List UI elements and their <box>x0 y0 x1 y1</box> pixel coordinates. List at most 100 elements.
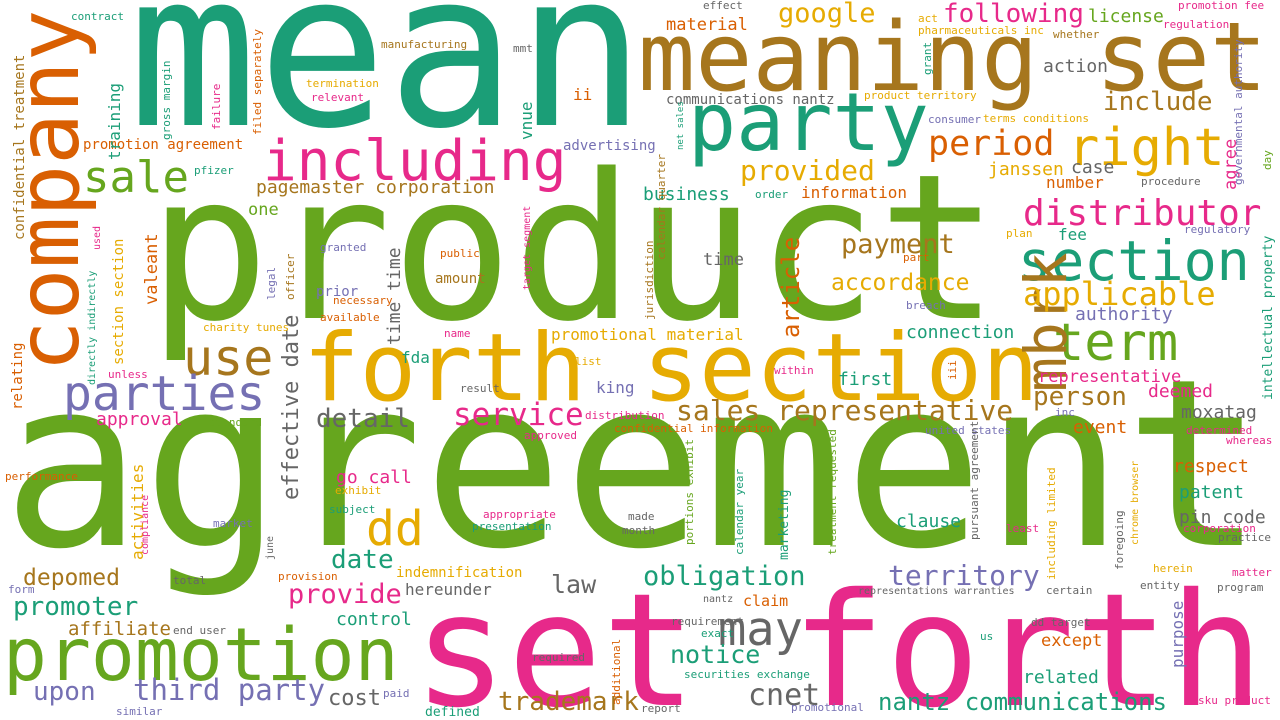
word: business <box>643 184 730 205</box>
word: standard <box>209 416 262 429</box>
word: foregoing <box>1113 510 1126 570</box>
word: representative <box>1038 367 1181 387</box>
word: june <box>265 536 276 560</box>
word: used <box>92 226 103 250</box>
word: procedure <box>1141 175 1201 188</box>
word: granted <box>320 241 366 254</box>
word: go call <box>336 467 412 488</box>
word: grant <box>921 42 934 75</box>
word: service <box>453 397 584 433</box>
word: dd target <box>1031 616 1091 629</box>
word: term <box>1053 313 1178 373</box>
word: related <box>1023 667 1099 688</box>
word: plan <box>1006 227 1033 240</box>
word: manufacturing <box>381 38 467 51</box>
word: least <box>1006 522 1039 535</box>
word: territory <box>888 559 1040 592</box>
word: dd <box>366 501 424 557</box>
word: moxatag <box>1181 402 1257 423</box>
word: name <box>444 327 471 340</box>
word: indemnification <box>396 565 522 581</box>
word: market <box>213 517 253 530</box>
word: obligation <box>643 561 806 592</box>
word: promoter <box>13 592 138 622</box>
word: charity tunes <box>203 321 289 334</box>
word: termination <box>306 77 379 90</box>
word: whether <box>1053 28 1100 41</box>
word: sku product <box>1198 694 1271 707</box>
word: terms conditions <box>983 112 1089 125</box>
word: promotional material <box>551 325 744 344</box>
word: pharmaceuticals inc <box>918 24 1044 37</box>
word: appropriate <box>483 508 556 521</box>
word: jurisdiction <box>643 241 656 320</box>
word: hereunder <box>405 580 492 599</box>
word: pin code <box>1179 507 1266 528</box>
word: failure <box>210 84 223 130</box>
word: confidential information <box>614 422 773 435</box>
word: training <box>105 83 124 160</box>
word: performance <box>5 470 78 483</box>
word: representations warranties <box>858 586 1015 597</box>
word: cnet <box>748 678 820 713</box>
word: pursuant agreement <box>968 421 981 540</box>
word: fda <box>401 348 430 367</box>
word: entity <box>1140 579 1180 592</box>
word: herein <box>1153 562 1193 575</box>
word: advertising <box>563 138 656 154</box>
word: including limited <box>1045 467 1058 580</box>
word: set forth <box>413 560 1264 720</box>
word: effect <box>703 0 743 12</box>
word: deemed <box>1148 381 1213 402</box>
word: nantz <box>703 594 733 605</box>
word: month <box>622 524 655 537</box>
word: google <box>778 0 876 29</box>
word: securities exchange <box>684 668 810 681</box>
word: license <box>1088 6 1164 27</box>
word: form <box>8 583 35 596</box>
word: exhibit <box>335 484 381 497</box>
word: net sales <box>676 101 686 150</box>
word: promotional <box>791 701 864 714</box>
word: provide <box>288 579 402 610</box>
word: fee <box>1058 225 1087 244</box>
word: provision <box>278 570 338 583</box>
word: gross margin <box>160 61 173 140</box>
word: approval <box>96 409 183 430</box>
word: party <box>688 76 929 169</box>
word: time <box>703 250 744 270</box>
word: number <box>1046 173 1104 192</box>
word: time time <box>384 247 405 345</box>
word: calendar year <box>733 469 746 555</box>
word: iii <box>946 360 959 380</box>
word: distributor <box>1023 193 1261 234</box>
word: matter <box>1232 566 1272 579</box>
word: accordance <box>831 270 969 296</box>
word: depomed <box>23 565 120 591</box>
word: governmental authority <box>1232 39 1245 185</box>
word: distribution <box>585 409 664 422</box>
word: treatment requested <box>826 429 839 555</box>
word: breach <box>906 299 946 312</box>
word: inc <box>1055 406 1075 419</box>
word: compliance <box>140 495 151 555</box>
word: regulation <box>1163 18 1229 31</box>
word: material <box>666 15 748 35</box>
word: vnue <box>517 101 536 140</box>
word: part <box>903 251 930 264</box>
word: right <box>1068 118 1225 178</box>
word: corporation <box>1183 522 1256 535</box>
word: forth section <box>303 314 1039 423</box>
word: meaning set <box>638 3 1267 113</box>
word: article <box>777 237 805 338</box>
word: mmt <box>513 42 533 55</box>
word: may <box>718 602 803 657</box>
word: except <box>1041 631 1102 651</box>
word: case <box>1071 157 1114 178</box>
word: contract <box>71 10 124 23</box>
word: regulatory <box>1184 223 1251 236</box>
word: confidential treatment <box>12 55 28 240</box>
word: consumer <box>928 113 981 126</box>
word: pagemaster corporation <box>256 177 494 198</box>
word: ii <box>573 85 592 104</box>
